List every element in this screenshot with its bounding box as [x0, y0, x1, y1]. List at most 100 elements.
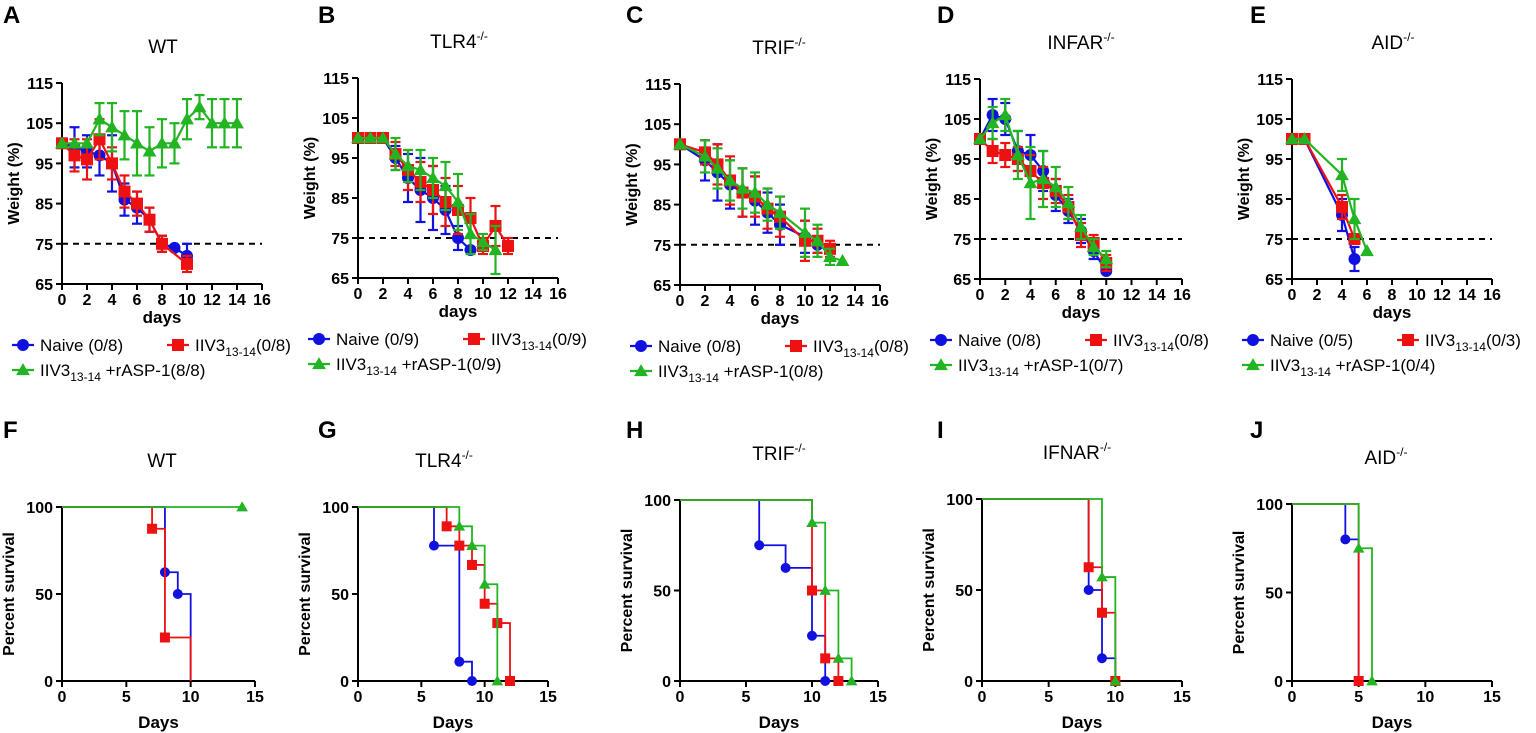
panel-title-sup: -/- [794, 441, 805, 455]
x-tick-label: 14 [524, 286, 542, 303]
panel-title-sup: -/- [1103, 30, 1114, 44]
y-tick-label: 85 [653, 198, 671, 215]
series-rasp [973, 97, 1114, 269]
legend-marker [468, 333, 480, 345]
data-point [181, 257, 193, 270]
survival-curve [358, 506, 473, 681]
y-tick-label: 75 [953, 232, 971, 249]
legend-marker [1402, 334, 1414, 346]
panel-label: J [1250, 417, 1263, 444]
survival-mark [1352, 542, 1365, 553]
legend-name: IIV3 [1270, 356, 1300, 375]
panel-title: TRIF-/- [752, 441, 806, 465]
y-tick-label: 65 [331, 271, 349, 288]
x-tick-label: 8 [776, 293, 785, 310]
x-tick-label: 16 [871, 293, 889, 310]
x-axis-label: days [1062, 303, 1101, 322]
survival-mark [806, 516, 818, 527]
x-tick-label: 4 [108, 292, 117, 309]
x-axis-label: days [761, 309, 800, 328]
y-tick-label: 75 [1265, 232, 1283, 249]
data-point [502, 240, 514, 252]
survival-mark [820, 676, 831, 686]
survival-mark [479, 598, 490, 609]
survival-series-rasp [1292, 503, 1378, 686]
survival-mark [1097, 607, 1107, 618]
x-tick-label: 15 [539, 689, 557, 706]
data-point [105, 120, 119, 133]
legend-sub: 13-14 [843, 346, 874, 360]
data-point [1061, 196, 1076, 209]
legend-rest: (0/8) [83, 336, 123, 355]
legend-label: IIV313-14(0/8) [1113, 331, 1209, 354]
survival-series-iiv3 [1292, 503, 1364, 686]
y-tick-label: 0 [44, 674, 53, 691]
legend: Naive (0/8) IIV313-14(0/8)IIV313-14 +rASP… [930, 331, 1209, 379]
x-tick-label: 8 [1077, 287, 1086, 304]
y-axis-label: Weight (%) [6, 142, 23, 224]
survival-series-iiv3 [680, 499, 844, 686]
data-point [217, 116, 232, 129]
x-tick-label: 10 [1106, 689, 1124, 706]
y-axis-label: Weight (%) [1236, 138, 1253, 220]
x-tick-label: 6 [429, 286, 438, 303]
y-axis-label: Percent survival [1, 532, 18, 656]
legend-rest: (0/8) [1174, 331, 1209, 350]
panel-label: E [1250, 2, 1266, 29]
data-point [735, 181, 750, 194]
survival-mark [505, 676, 515, 686]
x-tick-label: 10 [476, 689, 494, 706]
legend-sub: 13-14 [1455, 340, 1486, 354]
legend: Naive (0/5) IIV313-14(0/3)IIV313-14 +rASP… [1242, 331, 1521, 379]
data-point [1048, 180, 1063, 193]
y-tick-label: 115 [27, 76, 53, 93]
x-tick-label: 14 [1458, 287, 1476, 304]
y-tick-label: 100 [26, 500, 53, 517]
survival-series-rasp [982, 498, 1122, 686]
y-tick-label: 105 [944, 112, 971, 129]
axes: 0 50 100 0 5 10 15 Percent survival Days [1, 500, 264, 732]
legend-name: IIV3 [1425, 331, 1455, 350]
panel-label: I [937, 417, 944, 444]
x-tick-label: 15 [246, 689, 264, 706]
x-tick-label: 0 [676, 689, 685, 706]
legend-label: IIV313-14(0/8) [195, 336, 291, 359]
x-tick-label: 6 [133, 292, 142, 309]
y-tick-label: 65 [653, 278, 671, 295]
data-point [180, 112, 194, 125]
survival-mark [1097, 653, 1107, 664]
data-point [363, 131, 378, 144]
panel-title-text: TLR4 [415, 451, 462, 472]
data-point [55, 136, 69, 149]
panel-title: WT [148, 37, 178, 58]
legend-marker [1247, 334, 1259, 346]
survival-mark [845, 675, 858, 686]
legend-sub: 13-14 [366, 364, 397, 378]
panel-label: D [937, 2, 954, 29]
x-tick-label: 10 [1097, 287, 1115, 304]
y-tick-label: 85 [953, 192, 971, 209]
x-tick-label: 5 [1044, 689, 1053, 706]
series-rasp [1285, 132, 1374, 257]
axes: 0 50 100 0 5 10 15 Percent survival Days [297, 500, 557, 732]
legend-marker [934, 358, 948, 371]
survival-panel-F: F WT 0 50 100 0 5 10 15 Percent survival Days [1, 417, 264, 732]
legend: Naive (0/9) IIV313-14(0/9)IIV313-14 +rASP… [308, 330, 587, 378]
survival-mark [780, 562, 791, 573]
y-tick-label: 0 [1274, 674, 1283, 691]
x-tick-label: 0 [978, 689, 987, 706]
panel-title-sup: -/- [1396, 445, 1407, 459]
survival-series-rasp [680, 499, 858, 686]
y-axis-label: Percent survival [619, 529, 636, 653]
legend-marker [172, 339, 184, 351]
data-point [438, 179, 453, 192]
x-tick-label: 2 [701, 293, 710, 310]
data-point [1010, 148, 1025, 161]
data-point [205, 116, 219, 129]
survival-panel-J: J AID-/- 0 50 100 0 5 10 15 Percent survival Days [1231, 417, 1501, 732]
survival-mark [807, 630, 817, 641]
legend-name: IIV3 [813, 337, 843, 356]
data-point [710, 161, 725, 174]
y-tick-label: 100 [644, 493, 671, 510]
panel-title: INFAR-/- [1047, 30, 1114, 54]
